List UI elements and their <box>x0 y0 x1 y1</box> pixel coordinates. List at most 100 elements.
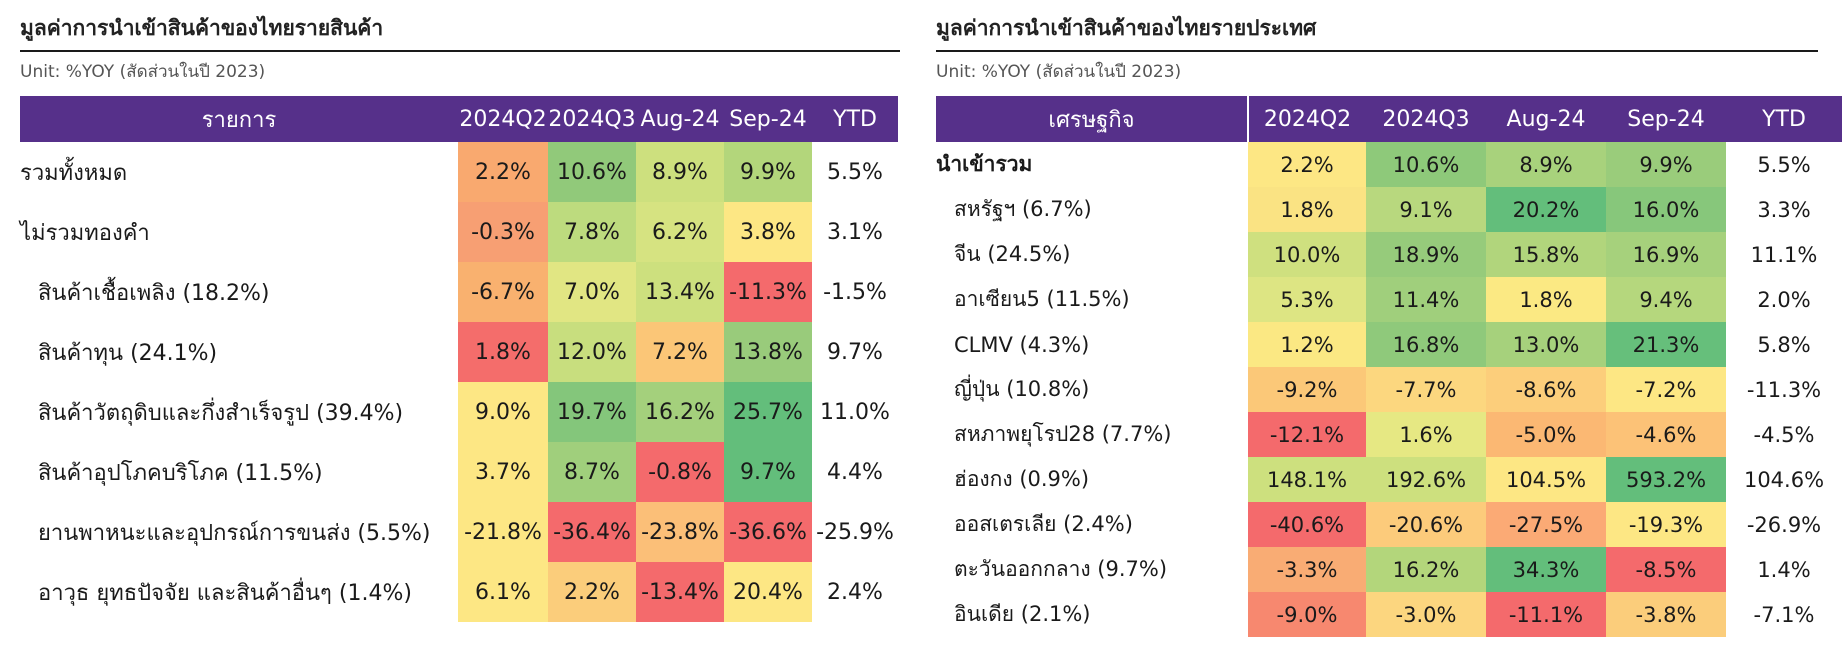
table-row: สินค้าเชื้อเพลิง (18.2%) -6.7% 7.0% 13.4% -1… <box>20 262 898 322</box>
value-cell: 10.0% <box>1248 232 1366 277</box>
header-aug-24: Aug-24 <box>1486 96 1606 142</box>
ytd-cell: 1.4% <box>1726 547 1842 592</box>
value-cell: 18.9% <box>1366 232 1486 277</box>
value-cell: 16.2% <box>636 382 724 442</box>
value-cell: 1.8% <box>1248 187 1366 232</box>
header-sep-24: Sep-24 <box>1606 96 1726 142</box>
table-row: อาเซียน5 (11.5%) 5.3% 11.4% 1.8% 9.4% 2.0% <box>936 277 1842 322</box>
row-label: จีน (24.5%) <box>954 242 1071 266</box>
value-cell: 2.2% <box>548 562 636 622</box>
value-cell: -23.8% <box>636 502 724 562</box>
ytd-cell: 5.5% <box>1726 142 1842 187</box>
value-cell: -7.2% <box>1606 367 1726 412</box>
value-cell: 34.3% <box>1486 547 1606 592</box>
value-cell: 25.7% <box>724 382 812 442</box>
value-cell: 13.4% <box>636 262 724 322</box>
value-cell: -19.3% <box>1606 502 1726 547</box>
ytd-cell: 3.1% <box>812 202 898 262</box>
table-row: ออสเตรเลีย (2.4%) -40.6% -20.6% -27.5% -19.3… <box>936 502 1842 547</box>
header-2024q3: 2024Q3 <box>548 96 636 142</box>
value-cell: 12.0% <box>548 322 636 382</box>
header-item: รายการ <box>20 96 458 142</box>
value-cell: -21.8% <box>458 502 548 562</box>
value-cell: 192.6% <box>1366 457 1486 502</box>
value-cell: 13.0% <box>1486 322 1606 367</box>
table-row: ไม่รวมทองคำ -0.3% 7.8% 6.2% 3.8% 3.1% <box>20 202 898 262</box>
table-row: ฮ่องกง (0.9%) 148.1% 192.6% 104.5% 593.2% 104… <box>936 457 1842 502</box>
value-cell: 1.6% <box>1366 412 1486 457</box>
value-cell: -40.6% <box>1248 502 1366 547</box>
ytd-cell: -25.9% <box>812 502 898 562</box>
ytd-cell: 5.5% <box>812 142 898 202</box>
row-label: ไม่รวมทองคำ <box>20 220 150 246</box>
value-cell: 9.0% <box>458 382 548 442</box>
row-label: สินค้าทุน (24.1%) <box>38 340 218 366</box>
value-cell: 9.7% <box>724 442 812 502</box>
value-cell: 7.8% <box>548 202 636 262</box>
row-label: ฮ่องกง (0.9%) <box>954 467 1090 491</box>
ytd-cell: 4.4% <box>812 442 898 502</box>
table-row: ตะวันออกกลาง (9.7%) -3.3% 16.2% 34.3% -8.5% 1… <box>936 547 1842 592</box>
ytd-cell: 5.8% <box>1726 322 1842 367</box>
row-label: CLMV (4.3%) <box>954 332 1090 357</box>
table-row: รวมทั้งหมด 2.2% 10.6% 8.9% 9.9% 5.5% <box>20 142 898 202</box>
value-cell: 9.1% <box>1366 187 1486 232</box>
value-cell: 16.2% <box>1366 547 1486 592</box>
table-row: ยานพาหนะและอุปกรณ์การขนส่ง (5.5%) -21.8% -… <box>20 502 898 562</box>
value-cell: 10.6% <box>548 142 636 202</box>
row-label: สินค้าเชื้อเพลิง (18.2%) <box>38 280 270 306</box>
country-import-table: เศรษฐกิจ 2024Q2 2024Q3 Aug-24 Sep-24 YTD… <box>936 96 1842 637</box>
value-cell: 8.7% <box>548 442 636 502</box>
value-cell: 19.7% <box>548 382 636 442</box>
value-cell: 11.4% <box>1366 277 1486 322</box>
value-cell: 10.6% <box>1366 142 1486 187</box>
row-label: รวมทั้งหมด <box>20 160 128 186</box>
ytd-cell: 11.1% <box>1726 232 1842 277</box>
table-row: สหรัฐฯ (6.7%) 1.8% 9.1% 20.2% 16.0% 3.3% <box>936 187 1842 232</box>
value-cell: -36.4% <box>548 502 636 562</box>
value-cell: 1.8% <box>1486 277 1606 322</box>
value-cell: -11.1% <box>1486 592 1606 637</box>
table-header-row: รายการ 2024Q2 2024Q3 Aug-24 Sep-24 YTD <box>20 96 898 142</box>
value-cell: 8.9% <box>636 142 724 202</box>
row-label: อาวุธ ยุทธปัจจัย และสินค้าอื่นๆ (1.4%) <box>38 580 412 606</box>
header-sep-24: Sep-24 <box>724 96 812 142</box>
value-cell: 13.8% <box>724 322 812 382</box>
value-cell: 148.1% <box>1248 457 1366 502</box>
value-cell: -6.7% <box>458 262 548 322</box>
table-row: ญี่ปุ่น (10.8%) -9.2% -7.7% -8.6% -7.2% -11.3… <box>936 367 1842 412</box>
table-row: จีน (24.5%) 10.0% 18.9% 15.8% 16.9% 11.1% <box>936 232 1842 277</box>
row-label: สหภาพยุโรป28 (7.7%) <box>954 422 1172 446</box>
value-cell: 8.9% <box>1486 142 1606 187</box>
left-title-divider <box>20 50 900 52</box>
table-row: สินค้าทุน (24.1%) 1.8% 12.0% 7.2% 13.8% 9.7% <box>20 322 898 382</box>
value-cell: 6.2% <box>636 202 724 262</box>
value-cell: 1.2% <box>1248 322 1366 367</box>
ytd-cell: -26.9% <box>1726 502 1842 547</box>
left-unit-label: Unit: %YOY (สัดส่วนในปี 2023) <box>20 62 266 82</box>
header-2024q2: 2024Q2 <box>458 96 548 142</box>
product-import-table: รายการ 2024Q2 2024Q3 Aug-24 Sep-24 YTD ร… <box>20 96 898 622</box>
value-cell: -9.2% <box>1248 367 1366 412</box>
row-label: อินเดีย (2.1%) <box>954 602 1091 626</box>
row-label: ยานพาหนะและอุปกรณ์การขนส่ง (5.5%) <box>38 520 431 546</box>
value-cell: 9.9% <box>724 142 812 202</box>
header-aug-24: Aug-24 <box>636 96 724 142</box>
table-row: นำเข้ารวม 2.2% 10.6% 8.9% 9.9% 5.5% <box>936 142 1842 187</box>
value-cell: -5.0% <box>1486 412 1606 457</box>
table-row: สหภาพยุโรป28 (7.7%) -12.1% 1.6% -5.0% -4.6% -… <box>936 412 1842 457</box>
value-cell: -8.6% <box>1486 367 1606 412</box>
value-cell: 20.2% <box>1486 187 1606 232</box>
value-cell: -11.3% <box>724 262 812 322</box>
value-cell: -0.3% <box>458 202 548 262</box>
ytd-cell: 9.7% <box>812 322 898 382</box>
row-label: สินค้าวัตถุดิบและกึ่งสำเร็จรูป (39.4%) <box>38 400 404 426</box>
row-label: อาเซียน5 (11.5%) <box>954 287 1130 311</box>
right-panel-title: มูลค่าการนำเข้าสินค้าของไทยรายประเทศ <box>936 16 1317 40</box>
row-label: สินค้าอุปโภคบริโภค (11.5%) <box>38 460 323 486</box>
header-ytd: YTD <box>1726 96 1842 142</box>
row-label: นำเข้ารวม <box>936 152 1033 176</box>
header-2024q3: 2024Q3 <box>1366 96 1486 142</box>
value-cell: 104.5% <box>1486 457 1606 502</box>
value-cell: 7.0% <box>548 262 636 322</box>
